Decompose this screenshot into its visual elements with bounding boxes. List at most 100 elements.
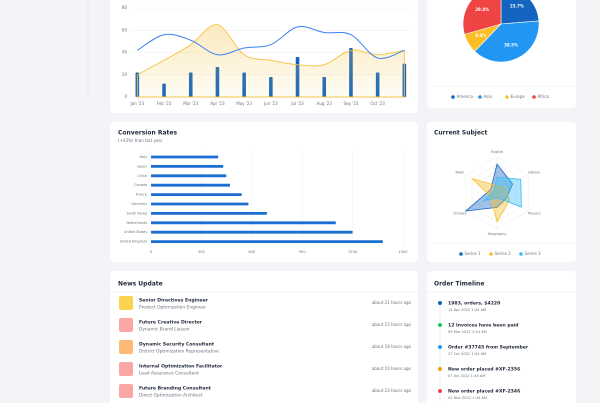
y-tick-label: 20 [122, 72, 128, 77]
radar-area [471, 178, 510, 223]
timeline-dot [438, 389, 442, 393]
axis-label: Math [456, 171, 464, 175]
y-tick-label: Canada [134, 183, 147, 187]
radar-spoke [465, 192, 498, 212]
news-time: about 21 hours ago [372, 300, 412, 305]
timeline-dot [438, 345, 442, 349]
x-tick-label: 0 [150, 250, 153, 254]
y-tick-label: Netherlands [126, 221, 147, 225]
x-tick-label: Jul '23 [290, 101, 304, 106]
legend-label: Asia [484, 94, 493, 99]
timeline-date: 09 Mar 2022 1:44 AM [448, 330, 487, 334]
bar [151, 193, 242, 196]
card [427, 271, 576, 403]
pie-slice [462, 0, 502, 35]
bar [151, 230, 353, 234]
legend-marker [459, 252, 463, 256]
legend-label: America [457, 94, 474, 99]
news-subtitle: Direct Optimization Architect [139, 393, 203, 399]
slice-label: 8.4% [475, 33, 486, 38]
slice-label: 29.4% [475, 7, 489, 12]
timeline-date: 03 Nov 2022 1:44 AM [448, 396, 487, 400]
news-time: about 10 hours ago [372, 366, 412, 371]
timeline-title: Order #37745 from September [448, 345, 529, 351]
x-tick-label: Aug '23 [317, 101, 333, 106]
x-tick-label: May '23 [236, 101, 252, 106]
news-icon [119, 362, 133, 376]
y-tick-label: South Korea [126, 211, 147, 215]
x-tick-label: 300 [198, 250, 206, 254]
slice-label: 23.7% [510, 4, 524, 9]
legend-marker [489, 252, 493, 256]
axis-label: Chinese [453, 212, 467, 216]
timeline-title: 1983, orders, $4220 [448, 301, 500, 307]
timeline-date: 27 Oct 2022 1:44 AM [448, 352, 486, 356]
radar-spoke [465, 174, 498, 194]
news-title: Future Branding Consultant [139, 386, 212, 392]
slice-label: 38.5% [504, 42, 518, 47]
timeline-title: New order placed #XF-2356 [448, 367, 520, 373]
news-time: about 18 hours ago [372, 344, 412, 349]
card-title: Order Timeline [434, 281, 484, 288]
x-tick-label: 600 [248, 250, 256, 254]
news-subtitle: District Optimization Representative [139, 349, 219, 355]
x-tick-label: Apr '23 [210, 101, 225, 106]
card [110, 271, 418, 403]
bar [151, 221, 336, 225]
x-tick-label: 1200 [348, 250, 358, 254]
legend-label: Series 1 [465, 251, 482, 256]
y-tick-label: United Kingdom [120, 240, 148, 244]
y-tick-label: 60 [122, 27, 128, 32]
legend-marker [505, 95, 509, 99]
y-tick-label: Germany [131, 202, 147, 206]
news-subtitle: Dynamic Brand Liaison [139, 327, 190, 333]
radar-spoke [496, 192, 529, 212]
y-tick-label: Japan [137, 164, 147, 168]
timeline-date: 07 Jan 2022 1:44 AM [448, 374, 485, 378]
timeline-title: 12 Invoices have been paid [448, 323, 519, 329]
timeline-dot [438, 367, 442, 371]
y-tick-label: China [137, 174, 147, 178]
pie-slice [474, 20, 540, 63]
news-icon [119, 296, 133, 310]
y-tick-label: United States [124, 230, 147, 234]
bar [151, 174, 227, 178]
line [137, 26, 405, 60]
news-time: about 23 hours ago [372, 388, 412, 393]
x-tick-label: Jan '23 [130, 101, 145, 106]
y-tick-label: Italy [140, 155, 147, 159]
pie-slice [500, 0, 540, 25]
x-tick-label: Feb '23 [157, 101, 172, 106]
legend-label: Series 3 [525, 251, 542, 256]
timeline-dot [438, 323, 442, 327]
card-title: Current Subject [434, 130, 487, 137]
x-tick-label: 900 [299, 250, 307, 254]
news-icon [119, 318, 133, 332]
bar [151, 240, 383, 243]
card-subtitle: (+43%) than last year [118, 138, 163, 143]
news-subtitle: Lead Assurance Consultant [139, 371, 199, 377]
timeline-date: 14 Apr 2022 1:44 AM [448, 308, 486, 312]
area [136, 24, 405, 98]
legend-marker [532, 95, 536, 99]
y-tick-label: 80 [122, 5, 128, 10]
legend-marker [478, 95, 482, 99]
card-title: News Update [118, 281, 163, 288]
timeline-dot [438, 301, 442, 305]
x-tick-label: Oct '23 [370, 101, 385, 106]
news-title: Senior Directives Engineer [139, 298, 209, 304]
legend-label: Series 2 [495, 251, 512, 256]
news-subtitle: Product Optimization Engineer [139, 305, 206, 311]
bar [151, 183, 230, 187]
axis-label: Physics [528, 212, 541, 216]
legend-label: Europe [511, 94, 526, 99]
y-tick-label: France [136, 193, 147, 197]
card-title: Conversion Rates [118, 130, 177, 137]
bar [151, 212, 267, 215]
legend-marker [451, 95, 455, 99]
radar-area [482, 176, 522, 208]
news-time: about 15 hours ago [372, 322, 412, 327]
news-icon [119, 384, 133, 398]
